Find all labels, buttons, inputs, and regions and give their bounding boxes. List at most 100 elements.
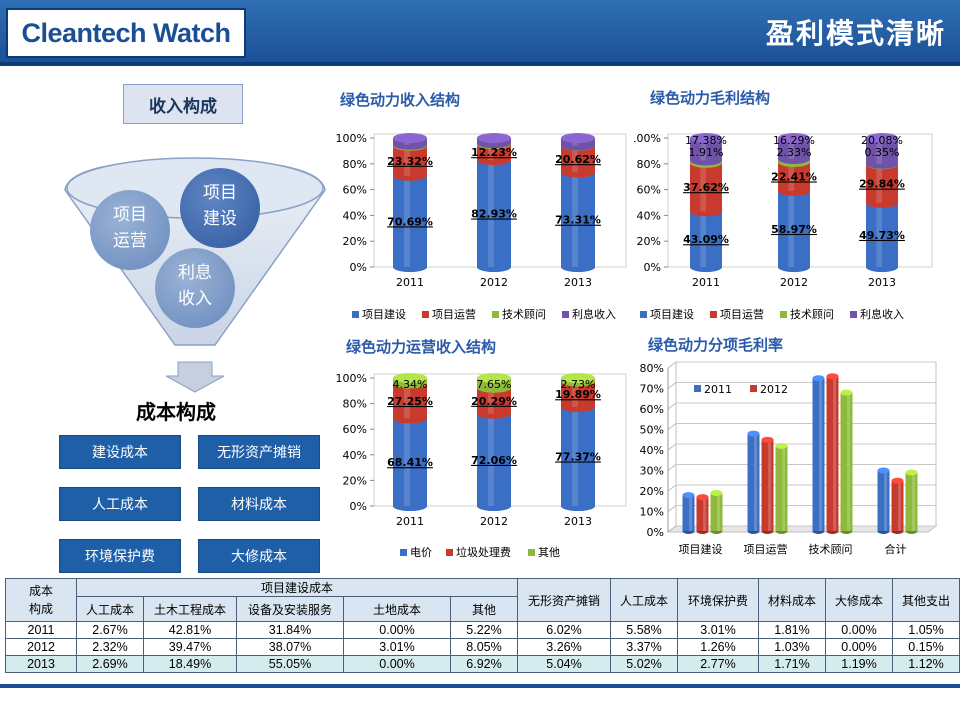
circle-label-project-operation-2: 运营 <box>113 231 147 251</box>
cost-item-construction: 建设成本 <box>59 435 181 469</box>
bar-highlight <box>788 138 794 160</box>
table-cell: 2.69% <box>76 655 144 673</box>
grid-diag <box>667 361 677 369</box>
y-tick-label: 100% <box>336 372 367 385</box>
y-tick-label: 80% <box>637 158 661 171</box>
y-tick-label: 0% <box>647 526 664 539</box>
x-tick-label: 2012 <box>480 276 508 289</box>
data-label: 12.23% <box>471 146 517 159</box>
data-label: 68.41% <box>387 456 433 469</box>
table-cell: 3.37% <box>610 638 678 656</box>
data-label: 82.93% <box>471 208 517 221</box>
bar-highlight <box>700 211 706 267</box>
grid-diag <box>667 505 677 512</box>
data-label: 19.89% <box>555 388 601 401</box>
data-label: 29.84% <box>859 178 905 191</box>
legend-swatch <box>352 311 359 318</box>
legend-label: 利息收入 <box>860 307 904 321</box>
table-cell: 5.02% <box>610 655 678 673</box>
bar-top <box>761 436 774 443</box>
table-cell: 8.05% <box>450 638 518 656</box>
bar-segment <box>778 162 810 196</box>
x-tick-label: 2013 <box>564 276 592 289</box>
legend-label: 项目运营 <box>720 307 764 321</box>
data-label: 58.97% <box>771 223 817 236</box>
bar-segment <box>393 145 427 181</box>
grid-diag <box>667 402 677 410</box>
table-cell: 6.92% <box>450 655 518 673</box>
th-other-expense: 其他支出 <box>892 578 960 622</box>
y-tick-label: 40% <box>640 444 664 457</box>
th-labor: 人工成本 <box>610 578 678 622</box>
cost-item-amortization: 无形资产摊销 <box>198 435 320 469</box>
bar-top <box>393 133 427 143</box>
th-labor-construction: 人工成本 <box>76 596 144 622</box>
footer-divider <box>0 684 960 688</box>
chart2-title: 绿色动力毛利结构 <box>650 89 771 107</box>
bar-top <box>778 133 810 143</box>
bar-highlight <box>572 172 578 267</box>
legend-label: 其他 <box>538 546 560 559</box>
bar-highlight <box>768 439 772 531</box>
data-label: 37.62% <box>683 181 729 194</box>
gross-margin-chart: 0% 10% 20% 30% 40% 50% 60% 70% 80% 项目建设 项目运营 技术顾问 合计… <box>640 361 938 556</box>
bar-top <box>840 389 853 396</box>
table-cell: 5.22% <box>450 621 518 639</box>
legend-swatch <box>850 311 857 318</box>
data-label: 20.62% <box>555 153 601 166</box>
table-cell: 38.07% <box>236 638 344 656</box>
table-corner-line2: 构成 <box>28 602 53 616</box>
grid-diag <box>667 443 677 451</box>
table-cell-year: 2012 <box>5 638 77 656</box>
bar-highlight <box>689 495 693 531</box>
bar-segment <box>477 160 511 272</box>
table-cell: 39.47% <box>143 638 237 656</box>
grid-diag <box>667 464 677 471</box>
y-tick-label: 70% <box>640 383 664 396</box>
chart4-title: 绿色动力分项毛利率 <box>648 336 784 354</box>
legend-label: 利息收入 <box>572 307 616 321</box>
data-label: 2.73% <box>561 378 596 391</box>
bar <box>710 493 723 531</box>
table-cell: 3.01% <box>677 621 759 639</box>
y-tick-label: 100% <box>634 132 661 145</box>
legend-swatch <box>528 549 535 556</box>
legend-swatch <box>422 311 429 318</box>
x-tick-label: 2013 <box>868 276 896 289</box>
y-tick-label: 60% <box>343 423 367 436</box>
bar-segment <box>690 162 722 217</box>
bar-top <box>905 469 918 476</box>
bar-highlight <box>819 378 823 531</box>
y-tick-label: 60% <box>343 184 367 197</box>
cost-item-overhaul: 大修成本 <box>198 539 320 573</box>
bar-highlight <box>788 190 794 267</box>
data-label: 0.15% <box>561 112 596 115</box>
gross-profit-structure-chart: 0%20%40%60%80%100%201143.09%37.62%1.91%1… <box>634 132 933 321</box>
bar-segment <box>477 387 511 419</box>
table-cell: 55.05% <box>236 655 344 673</box>
grid-diag <box>667 423 677 430</box>
bar-top <box>690 133 722 143</box>
circle-project-operation <box>90 190 170 270</box>
bar <box>761 439 774 531</box>
data-label: 70.69% <box>387 215 433 228</box>
data-label: 20.08% <box>861 134 903 147</box>
table-cell: 3.26% <box>517 638 611 656</box>
bar-highlight <box>572 381 578 407</box>
bar <box>682 495 695 531</box>
y-tick-label: 20% <box>343 474 367 487</box>
bar-top <box>812 375 825 382</box>
x-tick-label: 2011 <box>396 276 424 289</box>
y-tick-label: 0% <box>350 261 367 274</box>
bar-top <box>477 373 511 383</box>
bar-top <box>710 490 723 497</box>
y-tick-label: 0% <box>644 261 661 274</box>
y-tick-label: 20% <box>637 235 661 248</box>
legend-label: 项目建设 <box>362 307 406 321</box>
circle-interest-income <box>155 248 235 328</box>
table-cell: 2.77% <box>677 655 759 673</box>
data-label: 7.65% <box>477 378 512 391</box>
bar-top <box>775 442 788 449</box>
table-cell: 1.71% <box>758 655 826 673</box>
x-tick-label: 技术顾问 <box>809 543 853 556</box>
